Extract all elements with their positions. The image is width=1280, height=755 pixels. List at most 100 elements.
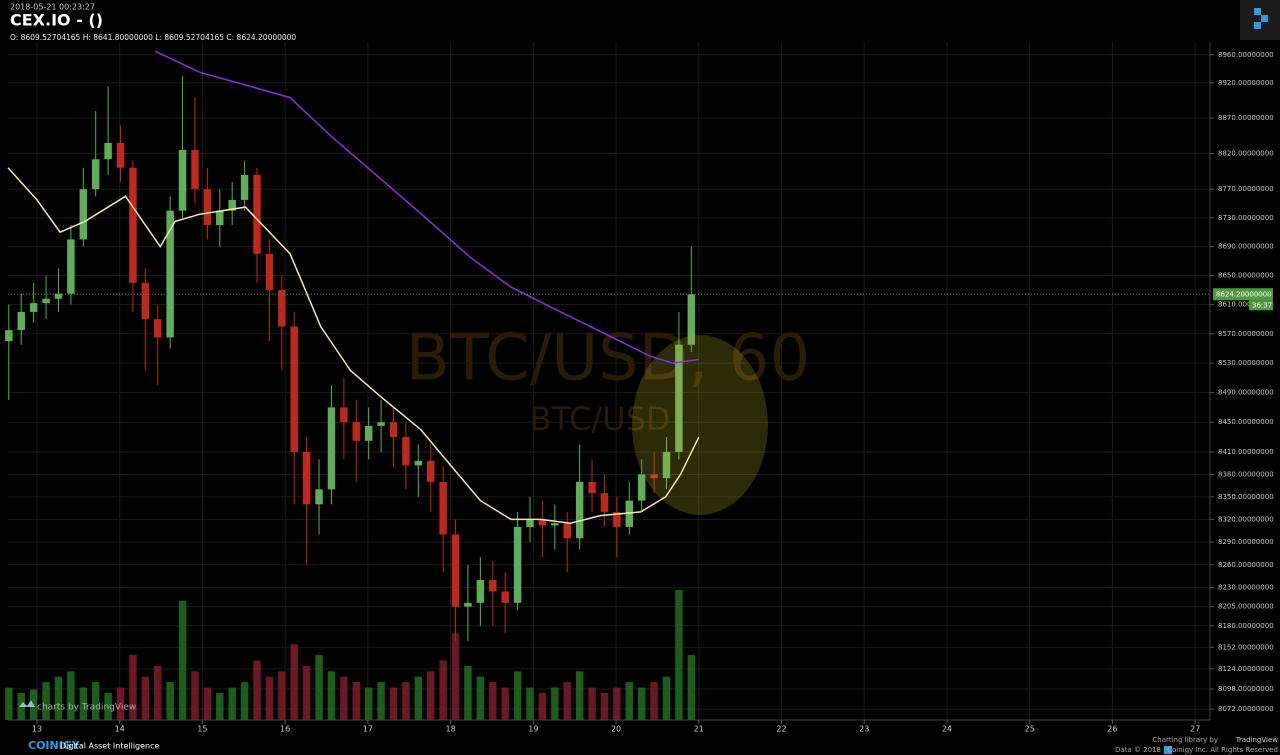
- y-tick-label: 8290.00000000: [1218, 538, 1274, 546]
- candle-body: [513, 526, 522, 603]
- candle-body: [501, 591, 509, 603]
- y-tick-label: 8610.00000000: [1218, 301, 1274, 309]
- candle-body: [67, 239, 75, 294]
- candle-body: [203, 189, 212, 226]
- volume-bar: [54, 676, 63, 720]
- y-tick-label: 8260.00000000: [1218, 561, 1274, 569]
- x-tick-label: 21: [694, 725, 704, 734]
- candle-body: [327, 407, 336, 490]
- volume-bar: [42, 682, 50, 720]
- y-tick-label: 8072.00000000: [1218, 705, 1274, 713]
- volume-bar: [178, 600, 187, 720]
- candle-body: [104, 142, 112, 160]
- tagline: Digital Asset Intelligence: [60, 742, 160, 751]
- volume-bar: [203, 687, 212, 720]
- y-tick-label: 8960.00000000: [1218, 51, 1274, 59]
- volume-bar: [352, 682, 360, 720]
- candle-body: [129, 167, 137, 283]
- y-tick-label: 8920.00000000: [1218, 79, 1274, 87]
- y-tick-label: 8350.00000000: [1218, 493, 1274, 501]
- candle-body: [42, 298, 50, 304]
- candle-body: [265, 253, 274, 291]
- countdown-box: [1249, 300, 1273, 311]
- tv-icon: [19, 700, 35, 707]
- y-tick-label: 8180.00000000: [1218, 622, 1274, 630]
- x-tick-label: 27: [1190, 725, 1200, 734]
- volume-bar: [191, 671, 199, 720]
- volume-bar: [5, 687, 13, 720]
- volume-bar: [427, 671, 435, 720]
- candle-body: [476, 579, 485, 603]
- y-tick-label: 8570.00000000: [1218, 330, 1274, 338]
- y-tick-label: 8650.00000000: [1218, 272, 1274, 280]
- y-tick-label: 8690.00000000: [1218, 243, 1274, 251]
- volume-bar: [154, 665, 162, 720]
- candle-body: [538, 519, 547, 526]
- candle-body: [439, 481, 447, 535]
- candle-body: [489, 579, 497, 592]
- y-tick-label: 8770.00000000: [1218, 185, 1274, 193]
- volume-bar: [637, 687, 646, 720]
- volume-bar: [278, 671, 286, 720]
- volume-bar: [551, 687, 559, 720]
- x-tick-label: 15: [197, 725, 207, 734]
- y-tick-label: 8410.00000000: [1218, 448, 1274, 456]
- candle-body: [228, 199, 236, 211]
- logo-box[interactable]: [1240, 0, 1280, 40]
- data-credit: Data © 2018: [1115, 746, 1161, 754]
- candle-body: [302, 451, 311, 505]
- volume-bar: [129, 655, 137, 720]
- candle-body: [414, 460, 423, 466]
- volume-bar: [315, 655, 323, 720]
- candle-body: [637, 474, 646, 501]
- moving-average-line: [7, 167, 700, 524]
- volume-bar: [464, 665, 472, 720]
- x-tick-label: 18: [445, 725, 455, 734]
- candle-body: [662, 451, 671, 479]
- candle-body: [352, 422, 360, 441]
- volume-bar: [302, 665, 311, 720]
- volume-bar: [240, 682, 249, 720]
- volume-bar: [253, 660, 261, 720]
- x-tick-label: 14: [115, 725, 125, 734]
- candle-body: [563, 523, 571, 539]
- y-tick-label: 8530.00000000: [1218, 359, 1274, 367]
- candle-body: [600, 493, 609, 512]
- volume-bar: [340, 676, 348, 720]
- y-tick-label: 8490.00000000: [1218, 389, 1274, 397]
- candle-body: [79, 189, 88, 240]
- volume-bar: [166, 682, 174, 720]
- volume-bar: [526, 687, 534, 720]
- volume-bar: [513, 671, 522, 720]
- volume-bar: [451, 633, 460, 720]
- volume-bar: [327, 671, 336, 720]
- candle-body: [166, 210, 174, 338]
- candle-body: [451, 534, 460, 607]
- candle-body: [650, 474, 658, 479]
- x-tick-label: 26: [1107, 725, 1117, 734]
- charts-by: charts by TradingView: [37, 703, 136, 713]
- volume-bar: [650, 682, 658, 720]
- brand: COINIGY: [28, 739, 81, 752]
- volume-bar: [563, 682, 571, 720]
- volume-bar: [216, 692, 224, 720]
- y-tick-label: 8730.00000000: [1218, 214, 1274, 222]
- library-by: Charting library by: [1152, 736, 1218, 744]
- watermark-sub: BTC/USD: [529, 400, 670, 438]
- volume-bar: [662, 676, 671, 720]
- candle-body: [54, 293, 63, 299]
- moving-average-line: [154, 50, 699, 364]
- candle-layer: [5, 75, 696, 642]
- candle-body: [5, 330, 13, 342]
- y-tick-label: 8098.00000000: [1218, 685, 1274, 693]
- y-tick-label: 8870.00000000: [1218, 114, 1274, 122]
- x-tick-label: 16: [280, 725, 290, 734]
- volume-bar: [79, 687, 88, 720]
- y-tick-label: 8320.00000000: [1218, 515, 1274, 523]
- volume-bar: [91, 682, 100, 720]
- library-name: TradingView: [1235, 736, 1279, 744]
- candle-body: [551, 523, 559, 526]
- candle-body: [464, 602, 472, 607]
- volume-bar: [67, 671, 75, 720]
